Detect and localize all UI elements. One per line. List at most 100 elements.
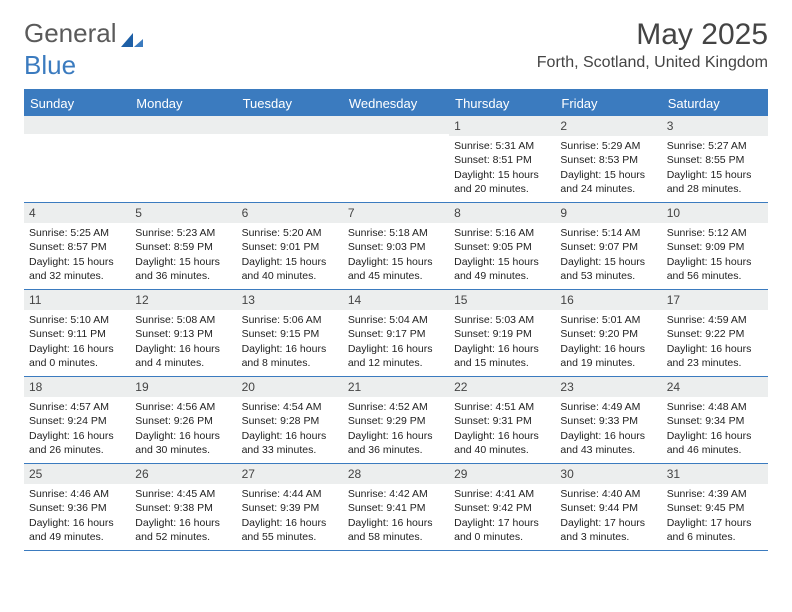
day-number: 8 xyxy=(449,203,555,223)
day-number: 7 xyxy=(343,203,449,223)
sunrise-line: Sunrise: 5:03 AM xyxy=(454,313,550,327)
daylight-line: Daylight: 16 hours and 36 minutes. xyxy=(348,429,444,457)
sunrise-line: Sunrise: 4:45 AM xyxy=(135,487,231,501)
daylight-line: Daylight: 15 hours and 28 minutes. xyxy=(667,168,763,196)
week-row: 18Sunrise: 4:57 AMSunset: 9:24 PMDayligh… xyxy=(24,377,768,464)
day-cell: 18Sunrise: 4:57 AMSunset: 9:24 PMDayligh… xyxy=(24,377,130,463)
sunrise-line: Sunrise: 4:54 AM xyxy=(242,400,338,414)
day-cell: 9Sunrise: 5:14 AMSunset: 9:07 PMDaylight… xyxy=(555,203,661,289)
sunset-line: Sunset: 9:29 PM xyxy=(348,414,444,428)
day-body: Sunrise: 4:52 AMSunset: 9:29 PMDaylight:… xyxy=(343,397,449,461)
daylight-line: Daylight: 16 hours and 0 minutes. xyxy=(29,342,125,370)
day-body: Sunrise: 5:25 AMSunset: 8:57 PMDaylight:… xyxy=(24,223,130,287)
daylight-line: Daylight: 16 hours and 23 minutes. xyxy=(667,342,763,370)
day-cell: 4Sunrise: 5:25 AMSunset: 8:57 PMDaylight… xyxy=(24,203,130,289)
day-body: Sunrise: 4:54 AMSunset: 9:28 PMDaylight:… xyxy=(237,397,343,461)
sunset-line: Sunset: 9:09 PM xyxy=(667,240,763,254)
day-header: Thursday xyxy=(449,91,555,116)
day-body: Sunrise: 5:03 AMSunset: 9:19 PMDaylight:… xyxy=(449,310,555,374)
day-header: Saturday xyxy=(662,91,768,116)
day-cell xyxy=(237,116,343,202)
day-cell: 16Sunrise: 5:01 AMSunset: 9:20 PMDayligh… xyxy=(555,290,661,376)
logo-sail-icon xyxy=(119,25,145,43)
sunrise-line: Sunrise: 5:12 AM xyxy=(667,226,763,240)
day-cell: 21Sunrise: 4:52 AMSunset: 9:29 PMDayligh… xyxy=(343,377,449,463)
daylight-line: Daylight: 16 hours and 33 minutes. xyxy=(242,429,338,457)
sunset-line: Sunset: 9:33 PM xyxy=(560,414,656,428)
sunset-line: Sunset: 9:19 PM xyxy=(454,327,550,341)
sunrise-line: Sunrise: 5:29 AM xyxy=(560,139,656,153)
day-number: 27 xyxy=(237,464,343,484)
day-number: 9 xyxy=(555,203,661,223)
day-body: Sunrise: 4:56 AMSunset: 9:26 PMDaylight:… xyxy=(130,397,236,461)
day-body: Sunrise: 5:23 AMSunset: 8:59 PMDaylight:… xyxy=(130,223,236,287)
day-header-row: SundayMondayTuesdayWednesdayThursdayFrid… xyxy=(24,91,768,116)
day-number: 11 xyxy=(24,290,130,310)
daylight-line: Daylight: 16 hours and 46 minutes. xyxy=(667,429,763,457)
day-number: 13 xyxy=(237,290,343,310)
sunset-line: Sunset: 9:03 PM xyxy=(348,240,444,254)
daylight-line: Daylight: 16 hours and 55 minutes. xyxy=(242,516,338,544)
month-title: May 2025 xyxy=(537,18,768,52)
daylight-line: Daylight: 15 hours and 32 minutes. xyxy=(29,255,125,283)
weeks: 1Sunrise: 5:31 AMSunset: 8:51 PMDaylight… xyxy=(24,116,768,551)
day-number: 2 xyxy=(555,116,661,136)
daylight-line: Daylight: 16 hours and 12 minutes. xyxy=(348,342,444,370)
daylight-line: Daylight: 16 hours and 52 minutes. xyxy=(135,516,231,544)
day-number: 6 xyxy=(237,203,343,223)
day-cell: 5Sunrise: 5:23 AMSunset: 8:59 PMDaylight… xyxy=(130,203,236,289)
day-number: 5 xyxy=(130,203,236,223)
day-header: Wednesday xyxy=(343,91,449,116)
daylight-line: Daylight: 16 hours and 26 minutes. xyxy=(29,429,125,457)
sunset-line: Sunset: 9:01 PM xyxy=(242,240,338,254)
day-body: Sunrise: 5:20 AMSunset: 9:01 PMDaylight:… xyxy=(237,223,343,287)
day-number: 3 xyxy=(662,116,768,136)
day-number: 22 xyxy=(449,377,555,397)
sunset-line: Sunset: 9:11 PM xyxy=(29,327,125,341)
day-cell: 17Sunrise: 4:59 AMSunset: 9:22 PMDayligh… xyxy=(662,290,768,376)
calendar: SundayMondayTuesdayWednesdayThursdayFrid… xyxy=(24,89,768,551)
day-number xyxy=(343,116,449,134)
day-cell xyxy=(343,116,449,202)
day-cell: 27Sunrise: 4:44 AMSunset: 9:39 PMDayligh… xyxy=(237,464,343,550)
daylight-line: Daylight: 16 hours and 30 minutes. xyxy=(135,429,231,457)
sunrise-line: Sunrise: 5:06 AM xyxy=(242,313,338,327)
sunset-line: Sunset: 9:45 PM xyxy=(667,501,763,515)
day-body: Sunrise: 5:14 AMSunset: 9:07 PMDaylight:… xyxy=(555,223,661,287)
daylight-line: Daylight: 15 hours and 45 minutes. xyxy=(348,255,444,283)
day-number: 24 xyxy=(662,377,768,397)
sunrise-line: Sunrise: 4:44 AM xyxy=(242,487,338,501)
daylight-line: Daylight: 17 hours and 0 minutes. xyxy=(454,516,550,544)
day-body: Sunrise: 5:08 AMSunset: 9:13 PMDaylight:… xyxy=(130,310,236,374)
daylight-line: Daylight: 16 hours and 40 minutes. xyxy=(454,429,550,457)
sunrise-line: Sunrise: 4:49 AM xyxy=(560,400,656,414)
day-header: Friday xyxy=(555,91,661,116)
daylight-line: Daylight: 17 hours and 6 minutes. xyxy=(667,516,763,544)
day-header: Sunday xyxy=(24,91,130,116)
day-cell: 29Sunrise: 4:41 AMSunset: 9:42 PMDayligh… xyxy=(449,464,555,550)
day-body: Sunrise: 4:49 AMSunset: 9:33 PMDaylight:… xyxy=(555,397,661,461)
day-number: 30 xyxy=(555,464,661,484)
day-body: Sunrise: 4:39 AMSunset: 9:45 PMDaylight:… xyxy=(662,484,768,548)
day-body: Sunrise: 4:40 AMSunset: 9:44 PMDaylight:… xyxy=(555,484,661,548)
sunrise-line: Sunrise: 4:57 AM xyxy=(29,400,125,414)
week-row: 25Sunrise: 4:46 AMSunset: 9:36 PMDayligh… xyxy=(24,464,768,551)
sunrise-line: Sunrise: 4:56 AM xyxy=(135,400,231,414)
sunrise-line: Sunrise: 5:01 AM xyxy=(560,313,656,327)
sunset-line: Sunset: 9:15 PM xyxy=(242,327,338,341)
sunrise-line: Sunrise: 5:16 AM xyxy=(454,226,550,240)
day-number: 20 xyxy=(237,377,343,397)
day-number: 1 xyxy=(449,116,555,136)
day-cell: 25Sunrise: 4:46 AMSunset: 9:36 PMDayligh… xyxy=(24,464,130,550)
day-number: 17 xyxy=(662,290,768,310)
sunrise-line: Sunrise: 5:08 AM xyxy=(135,313,231,327)
sunset-line: Sunset: 9:26 PM xyxy=(135,414,231,428)
sunset-line: Sunset: 9:20 PM xyxy=(560,327,656,341)
calendar-page: General May 2025 Forth, Scotland, United… xyxy=(0,0,792,551)
day-number: 25 xyxy=(24,464,130,484)
sunset-line: Sunset: 8:53 PM xyxy=(560,153,656,167)
day-cell: 26Sunrise: 4:45 AMSunset: 9:38 PMDayligh… xyxy=(130,464,236,550)
sunset-line: Sunset: 8:59 PM xyxy=(135,240,231,254)
daylight-line: Daylight: 15 hours and 56 minutes. xyxy=(667,255,763,283)
sunrise-line: Sunrise: 4:41 AM xyxy=(454,487,550,501)
